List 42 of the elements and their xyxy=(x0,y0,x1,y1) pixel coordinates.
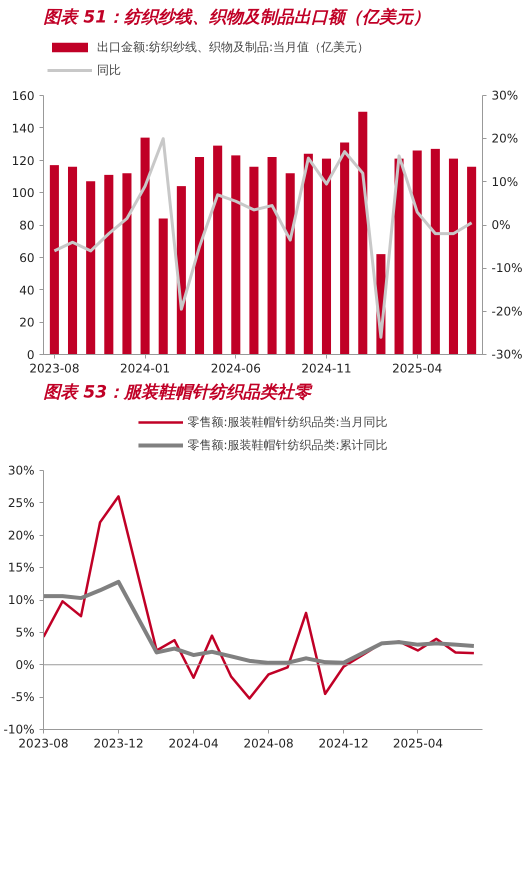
x-tick-label: 2024-04 xyxy=(168,736,219,750)
x-tick-label: 2023-12 xyxy=(93,736,144,750)
y-tick-label: -10% xyxy=(4,722,35,736)
y-tick-label: 140 xyxy=(12,121,34,136)
x-tick-label: 2024-11 xyxy=(301,362,352,376)
y-tick-label: 25% xyxy=(8,496,34,510)
y-tick-label: 20 xyxy=(19,316,35,330)
y2-tick-label: 30% xyxy=(492,88,518,102)
y-tick-label: 40 xyxy=(19,283,35,298)
y-tick-label: 160 xyxy=(12,89,34,103)
y2-tick-label: 10% xyxy=(492,174,518,189)
legend-label: 同比 xyxy=(97,62,121,78)
y-tick-label: 0% xyxy=(15,658,35,672)
y-tick-label: -5% xyxy=(11,690,35,704)
y2-tick-label: -20% xyxy=(492,304,523,318)
y-tick-label: 5% xyxy=(15,625,35,640)
y-tick-label: 60 xyxy=(19,250,35,265)
x-tick-label: 2025-04 xyxy=(392,736,444,750)
y-tick-label: 0 xyxy=(26,348,35,362)
x-tick-label: 2024-01 xyxy=(120,362,170,376)
y2-tick-label: 0% xyxy=(492,218,511,232)
chart-title: 图表 53：服装鞋帽针纺织品类社零 xyxy=(44,382,314,402)
y2-tick-label: 20% xyxy=(492,132,518,146)
x-tick-label: 2023-08 xyxy=(29,362,80,376)
y-tick-label: 10% xyxy=(8,593,34,607)
y-tick-label: 80 xyxy=(19,218,35,232)
x-tick-label: 2024-12 xyxy=(318,736,369,750)
y-tick-label: 100 xyxy=(12,186,34,200)
y2-tick-label: -10% xyxy=(492,261,523,276)
y2-tick-label: -30% xyxy=(492,348,523,362)
legend-label: 零售额:服装鞋帽针纺织品类:累计同比 xyxy=(187,436,388,454)
x-tick-label: 2025-04 xyxy=(392,362,442,376)
x-tick-label: 2023-08 xyxy=(18,736,69,750)
legend-label: 零售额:服装鞋帽针纺织品类:当月同比 xyxy=(187,414,388,430)
x-tick-label: 2024-08 xyxy=(243,736,294,750)
y-tick-label: 15% xyxy=(8,560,34,575)
y-tick-label: 120 xyxy=(12,154,34,168)
y-tick-label: 20% xyxy=(8,528,34,542)
y-tick-label: 30% xyxy=(8,464,34,478)
legend-label: 出口金额:纺织纱线、织物及制品:当月值（亿美元） xyxy=(97,38,370,56)
chart-title: 图表 51：纺织纱线、织物及制品出口额（亿美元） xyxy=(44,6,430,28)
x-tick-label: 2024-06 xyxy=(210,362,261,376)
